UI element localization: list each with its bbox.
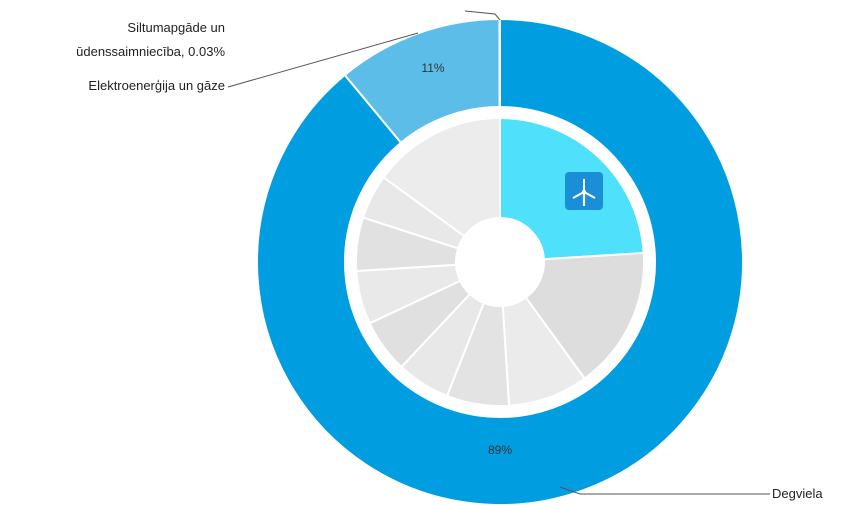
slice-label: ūdenssaimniecība, 0.03% xyxy=(76,44,225,59)
leader-line xyxy=(559,486,770,495)
slice-value-label: 89% xyxy=(488,443,512,457)
outer-slice xyxy=(256,17,744,505)
slice-label: Elektroenerģija un gāze xyxy=(88,78,225,93)
slice-value-label: 11% xyxy=(421,61,444,75)
leader-line xyxy=(227,32,419,88)
wind-turbine-icon xyxy=(565,172,603,210)
center-hole xyxy=(456,218,544,306)
slice-label: Siltumapgāde un xyxy=(127,20,225,35)
slice-label: Degviela xyxy=(772,486,823,501)
leader-line xyxy=(464,10,501,21)
inner-slice xyxy=(524,251,645,380)
outer-ring xyxy=(256,17,744,505)
